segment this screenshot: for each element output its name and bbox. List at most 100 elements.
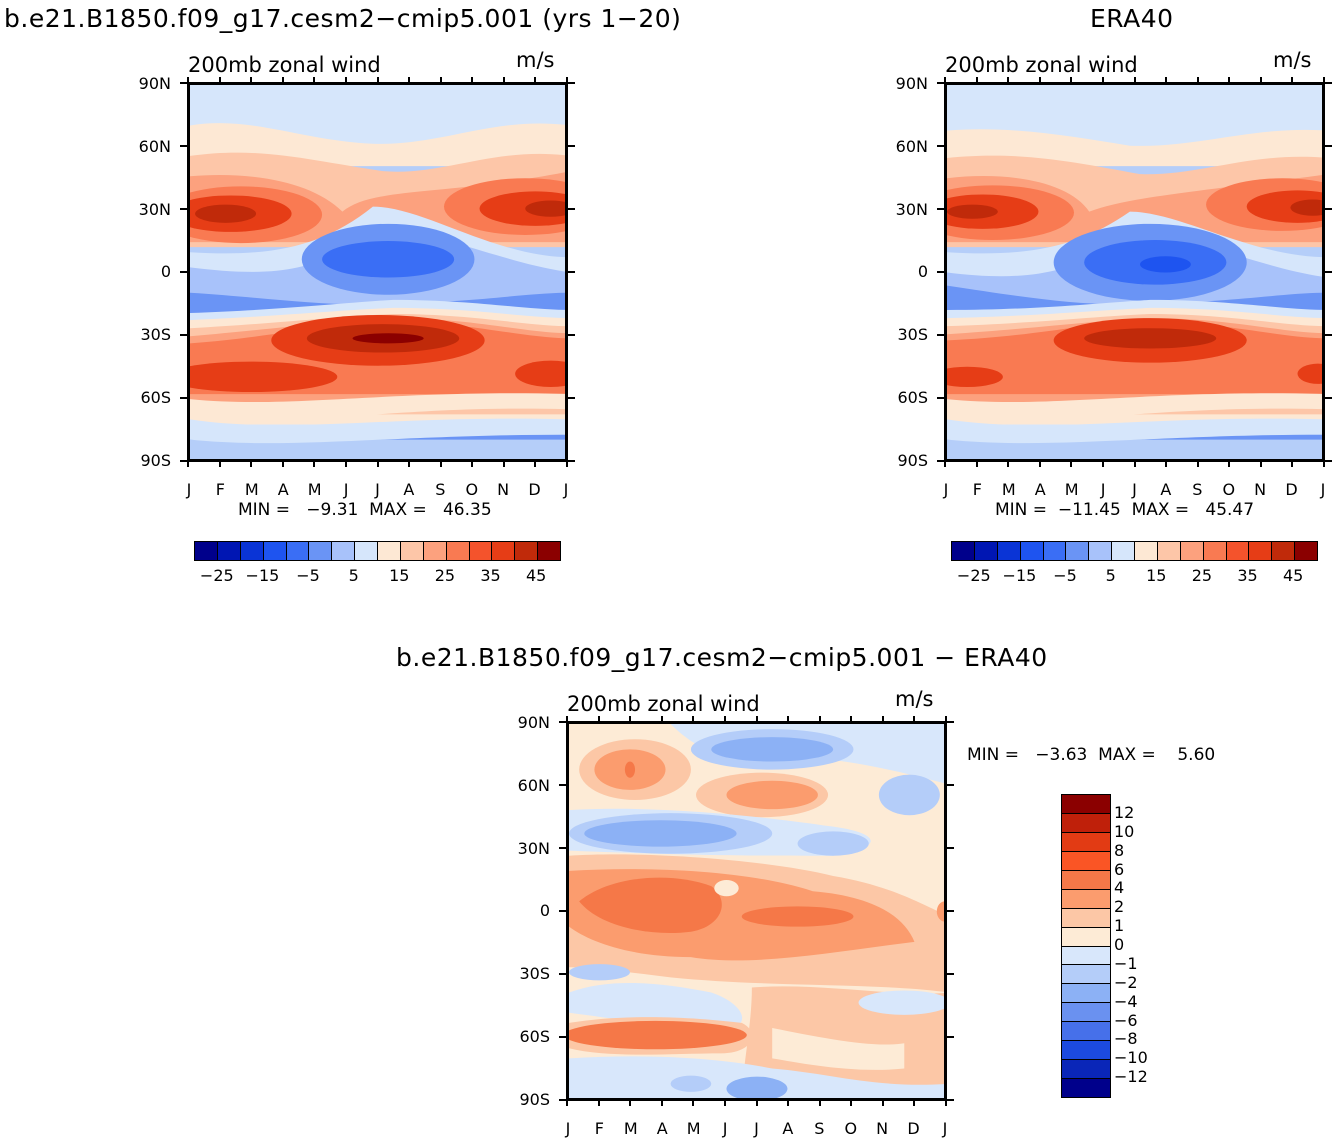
model-x-tick — [250, 461, 253, 467]
diff-colorbar-label-12: −8 — [1114, 1029, 1138, 1049]
diff-month-label-7: A — [782, 1119, 794, 1138]
obs-colorbar-label-5: 25 — [1191, 566, 1213, 585]
diff-x-tick — [787, 1100, 790, 1106]
model-month-label-9: O — [465, 480, 479, 499]
diff-colorbar-label-14: −12 — [1114, 1067, 1148, 1087]
model-month-label-12: J — [563, 480, 569, 499]
model-x-tick — [376, 77, 379, 83]
obs-y-tick — [1324, 460, 1332, 462]
obs-colorbar-swatch-11 — [1203, 542, 1227, 560]
model-colorbar-swatch-14 — [515, 542, 539, 560]
obs-colorbar-label-0: −25 — [956, 566, 991, 585]
diff-x-tick — [692, 1100, 695, 1106]
diff-month-label-9: O — [844, 1119, 858, 1138]
model-colorbar-swatch-5 — [309, 542, 333, 560]
diff-y-tick — [559, 847, 567, 849]
model-month-label-6: J — [375, 480, 380, 499]
model-colorbar-swatch-10 — [423, 542, 447, 560]
model-x-tick — [344, 461, 347, 467]
model-x-tick — [376, 461, 379, 467]
model-y-tick — [567, 334, 575, 336]
model-colorbar-label-6: 35 — [480, 566, 501, 585]
obs-x-tick — [1165, 77, 1168, 83]
model-field-label: 200mb zonal wind — [188, 53, 381, 77]
model-lat-label-1: 60N — [138, 137, 171, 156]
obs-x-tick — [1259, 461, 1262, 467]
diff-colorbar-label-3: 6 — [1114, 859, 1125, 879]
obs-colorbar-swatch-14 — [1272, 542, 1296, 560]
model-colorbar-swatch-11 — [446, 542, 470, 560]
diff-month-label-12: J — [942, 1119, 948, 1138]
obs-month-label-2: M — [1001, 480, 1016, 499]
obs-colorbar-label-3: 5 — [1105, 566, 1116, 585]
model-month-label-4: M — [307, 480, 322, 499]
diff-colorbar-swatch-11 — [1062, 1003, 1110, 1023]
model-colorbar-swatch-2 — [240, 542, 264, 560]
obs-y-tick — [1324, 208, 1332, 210]
diff-month-label-4: M — [686, 1119, 701, 1138]
diff-lat-label-0: 90N — [517, 713, 550, 732]
obs-y-tick — [937, 82, 945, 84]
diff-y-tick — [946, 1099, 954, 1101]
obs-colorbar-swatch-0 — [952, 542, 975, 560]
model-y-tick — [180, 397, 188, 399]
diff-colorbar-swatch-12 — [1062, 1022, 1110, 1042]
obs-colorbar-swatch-4 — [1043, 542, 1067, 560]
diff-colorbar-swatch-9 — [1062, 965, 1110, 985]
obs-x-tick — [1133, 461, 1136, 467]
diff-lat-label-6: 90S — [519, 1090, 550, 1109]
model-x-tick — [313, 77, 316, 83]
diff-y-tick — [559, 1099, 567, 1101]
model-colorbar-label-2: −5 — [296, 566, 320, 585]
diff-x-tick — [850, 1100, 853, 1106]
diff-colorbar-label-4: 4 — [1114, 878, 1125, 898]
model-colorbar — [194, 541, 561, 561]
diff-panel-title: b.e21.B1850.f09_g17.cesm2−cmip5.001 − ER… — [396, 643, 1048, 672]
obs-colorbar — [951, 541, 1318, 561]
model-colorbar-swatch-8 — [378, 542, 401, 560]
model-colorbar-label-1: −15 — [245, 566, 280, 585]
diff-colorbar-label-1: 10 — [1114, 821, 1135, 841]
model-x-tick — [218, 461, 221, 467]
model-lat-label-4: 30S — [140, 325, 171, 344]
obs-panel-title: ERA40 — [1090, 4, 1174, 33]
obs-x-tick — [1228, 461, 1231, 467]
diff-y-tick — [946, 973, 954, 975]
diff-x-tick — [881, 716, 884, 722]
obs-x-tick — [1070, 77, 1073, 83]
model-x-tick — [281, 77, 284, 83]
obs-x-tick — [1196, 77, 1199, 83]
obs-x-tick — [1323, 461, 1325, 467]
obs-x-tick — [1007, 77, 1010, 83]
obs-month-label-4: M — [1064, 480, 1079, 499]
diff-y-tick — [946, 847, 954, 849]
diff-month-label-2: M — [623, 1119, 638, 1138]
model-x-tick — [534, 461, 537, 467]
obs-month-label-8: S — [1192, 480, 1203, 499]
obs-contours — [947, 85, 1322, 459]
obs-x-tick — [975, 77, 978, 83]
diff-colorbar-label-9: −2 — [1114, 972, 1138, 992]
obs-lat-label-1: 60N — [895, 137, 928, 156]
diff-y-tick — [946, 784, 954, 786]
model-x-tick — [344, 77, 347, 83]
obs-month-label-12: J — [1320, 480, 1326, 499]
model-x-tick — [471, 77, 474, 83]
obs-colorbar-swatch-10 — [1180, 542, 1204, 560]
diff-colorbar-label-8: −1 — [1114, 953, 1138, 973]
obs-minmax: MIN = −11.45 MAX = 45.47 — [995, 500, 1255, 520]
obs-y-tick — [937, 145, 945, 147]
diff-x-tick — [818, 1100, 821, 1106]
model-y-tick — [180, 208, 188, 210]
diff-lat-label-5: 60S — [519, 1027, 550, 1046]
model-lat-label-5: 60S — [140, 388, 171, 407]
model-colorbar-swatch-6 — [332, 542, 356, 560]
model-colorbar-label-0: −25 — [199, 566, 234, 585]
model-colorbar-swatch-9 — [400, 542, 424, 560]
diff-month-label-1: F — [594, 1119, 604, 1138]
obs-y-tick — [937, 334, 945, 336]
model-month-label-0: J — [186, 480, 192, 499]
diff-y-tick — [559, 784, 567, 786]
model-colorbar-label-5: 25 — [434, 566, 456, 585]
model-x-tick — [187, 461, 189, 467]
